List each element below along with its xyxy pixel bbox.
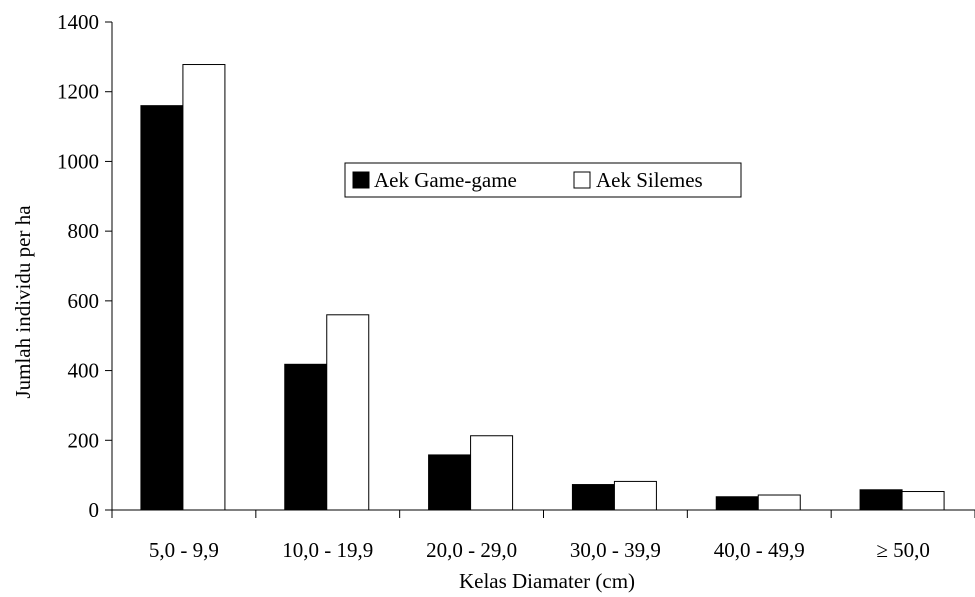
legend-swatch-aek-silemes — [573, 171, 591, 189]
x-tick-label: 5,0 - 9,9 — [149, 538, 219, 562]
y-tick-label: 800 — [68, 219, 100, 243]
bar-aek-game-game — [140, 105, 184, 511]
legend-label-aek-silemes: Aek Silemes — [596, 168, 703, 192]
y-tick-label: 200 — [68, 428, 100, 452]
bar-aek-game-game — [284, 363, 328, 511]
bar-aek-silemes — [901, 491, 945, 511]
y-axis-label: Jumlah individu per ha — [11, 205, 35, 399]
x-tick-label: 10,0 - 19,9 — [282, 538, 373, 562]
y-tick-label: 400 — [68, 359, 100, 383]
bars-layer — [140, 64, 945, 511]
x-tick-label: 30,0 - 39,9 — [570, 538, 661, 562]
x-tick-label: ≥ 50,0 — [876, 538, 930, 562]
legend-swatch-aek-game-game — [352, 171, 370, 189]
axes-layer — [111, 22, 975, 511]
legend: Aek Game-game Aek Silemes — [344, 162, 742, 198]
bar-aek-game-game — [715, 496, 759, 511]
bar-aek-silemes — [613, 480, 657, 511]
bar-aek-silemes — [470, 435, 514, 511]
y-tick-label: 600 — [68, 289, 100, 313]
x-tick-label: 40,0 - 49,9 — [714, 538, 805, 562]
bar-aek-silemes — [757, 494, 801, 511]
y-tick-label: 1400 — [57, 10, 99, 34]
y-tick-label: 0 — [89, 498, 100, 522]
x-tick-label: 20,0 - 29,0 — [426, 538, 517, 562]
bar-aek-game-game — [428, 454, 472, 511]
y-tick-label: 1200 — [57, 80, 99, 104]
legend-label-aek-game-game: Aek Game-game — [374, 168, 517, 192]
x-ticks: 5,0 - 9,9 10,0 - 19,9 20,0 - 29,0 30,0 - 39… — [111, 510, 975, 562]
bar-aek-silemes — [182, 64, 226, 511]
legend-box — [344, 162, 742, 198]
x-axis-label: Kelas Diamater (cm) — [459, 569, 635, 593]
bar-aek-silemes — [326, 314, 370, 511]
y-tick-label: 1000 — [57, 149, 99, 173]
y-ticks: 0 200 400 600 800 1000 1200 1400 — [57, 10, 112, 522]
bar-aek-game-game — [571, 484, 615, 511]
bar-aek-game-game — [859, 489, 903, 511]
